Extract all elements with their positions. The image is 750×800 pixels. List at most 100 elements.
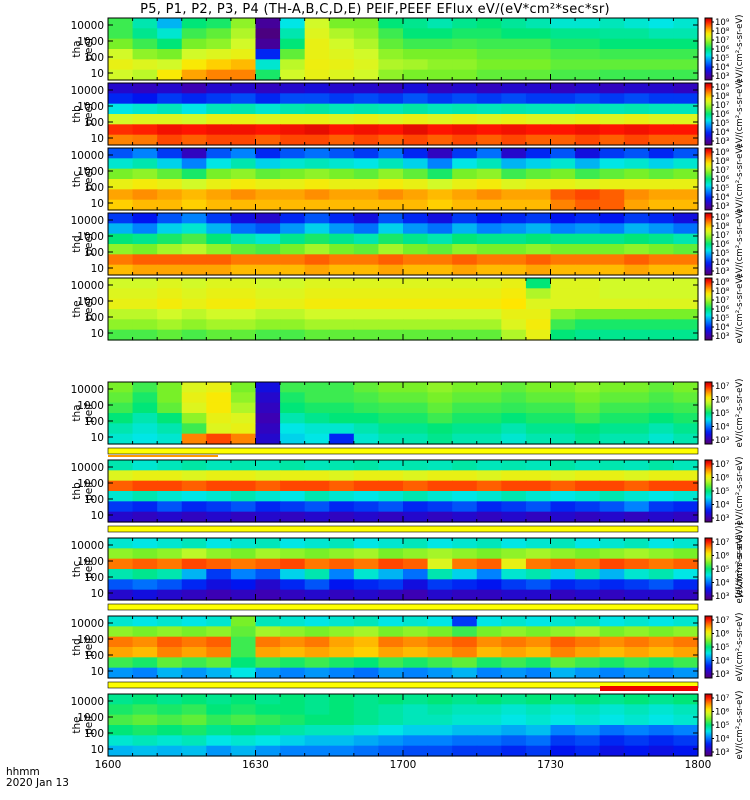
heatmap-cell bbox=[501, 134, 527, 146]
heatmap-cell bbox=[353, 491, 380, 502]
heatmap-cell bbox=[501, 511, 527, 523]
colorbar-tick-label: 10⁵ bbox=[715, 643, 729, 653]
heatmap-cell bbox=[403, 413, 429, 424]
heatmap-cell bbox=[304, 423, 330, 435]
heatmap-cell bbox=[599, 694, 625, 705]
heatmap-cell bbox=[230, 288, 257, 300]
heatmap-cell bbox=[304, 433, 330, 445]
heatmap-cell bbox=[378, 569, 404, 580]
heatmap-cell bbox=[280, 657, 306, 669]
heatmap-cell bbox=[575, 460, 601, 471]
heatmap-cell bbox=[304, 124, 330, 136]
heatmap-cell bbox=[108, 548, 134, 560]
heatmap-cell bbox=[575, 511, 601, 523]
colorbar-tick-label: 10⁵ bbox=[715, 314, 729, 324]
heatmap-cell bbox=[280, 114, 306, 125]
y-tick-label: 10000 bbox=[71, 384, 104, 396]
heatmap-cell bbox=[329, 694, 355, 705]
heatmap-cell bbox=[181, 470, 207, 482]
colorbar-tick-label: 10³ bbox=[715, 436, 729, 446]
heatmap-cell bbox=[525, 538, 552, 549]
heatmap-cell bbox=[501, 460, 527, 471]
heatmap-cell bbox=[476, 28, 502, 40]
heatmap-cell bbox=[353, 569, 380, 580]
heatmap-cell bbox=[427, 538, 453, 549]
heatmap-cell bbox=[230, 264, 257, 276]
heatmap-cell bbox=[329, 491, 355, 502]
heatmap-cell bbox=[525, 589, 552, 601]
heatmap-cell bbox=[353, 223, 380, 235]
heatmap-cell bbox=[157, 704, 183, 716]
heatmap-cell bbox=[304, 179, 330, 190]
heatmap-cell bbox=[157, 548, 183, 560]
heatmap-cell bbox=[648, 714, 675, 726]
heatmap-cell bbox=[427, 616, 453, 627]
heatmap-cell bbox=[476, 491, 502, 502]
heatmap-cell bbox=[132, 158, 158, 170]
heatmap-cell bbox=[304, 704, 330, 716]
heatmap-cell bbox=[353, 548, 380, 560]
heatmap-cell bbox=[673, 538, 699, 549]
heatmap-cell bbox=[624, 735, 650, 747]
heatmap-cell bbox=[181, 59, 207, 71]
heatmap-cell bbox=[329, 548, 355, 560]
y-tick-label: 10 bbox=[91, 198, 104, 210]
heatmap-cell bbox=[280, 745, 306, 757]
colorbar-tick-label: 10⁴ bbox=[715, 735, 730, 745]
heatmap-cell bbox=[280, 694, 306, 705]
heatmap-cell bbox=[525, 213, 552, 224]
heatmap-cell bbox=[353, 433, 380, 445]
heatmap-cell bbox=[501, 725, 527, 736]
heatmap-cell bbox=[673, 158, 699, 170]
heatmap-cell bbox=[403, 199, 429, 211]
heatmap-cell bbox=[181, 329, 207, 341]
heatmap-cell bbox=[304, 413, 330, 424]
heatmap-cell bbox=[403, 402, 429, 414]
heatmap-cell bbox=[255, 49, 281, 60]
colorbar-tick-label: 10⁸ bbox=[715, 287, 730, 297]
heatmap-cell bbox=[206, 189, 232, 201]
heatmap-cell bbox=[624, 626, 650, 638]
heatmap-cell bbox=[476, 501, 502, 513]
heatmap-cell bbox=[230, 589, 257, 601]
heatmap-cell bbox=[452, 538, 478, 549]
heatmap-cell bbox=[132, 278, 158, 289]
heatmap-cell bbox=[206, 264, 232, 276]
heatmap-cell bbox=[206, 254, 232, 266]
heatmap-cell bbox=[673, 189, 699, 201]
heatmap-cell bbox=[230, 278, 257, 289]
heatmap-cell bbox=[255, 657, 281, 669]
heatmap-cell bbox=[378, 38, 404, 50]
heatmap-cell bbox=[525, 28, 552, 40]
heatmap-cell bbox=[427, 329, 453, 341]
heatmap-cell bbox=[230, 558, 257, 570]
heatmap-cell bbox=[575, 179, 601, 190]
heatmap-cell bbox=[550, 309, 576, 320]
heatmap-cell bbox=[427, 83, 453, 94]
heatmap-cell bbox=[181, 704, 207, 716]
heatmap-cell bbox=[624, 392, 650, 404]
heatmap-cell bbox=[181, 657, 207, 669]
heatmap-cell bbox=[157, 103, 183, 115]
x-tick-label: 1700 bbox=[390, 759, 417, 771]
heatmap-cell bbox=[501, 319, 527, 331]
colorbar-tick-label: 10³ bbox=[715, 514, 729, 524]
heatmap-cell bbox=[550, 59, 576, 71]
heatmap-cell bbox=[501, 298, 527, 310]
heatmap-cell bbox=[452, 114, 478, 125]
heatmap-cell bbox=[353, 69, 380, 81]
heatmap-cell bbox=[181, 28, 207, 40]
heatmap-cell bbox=[575, 288, 601, 300]
heatmap-cell bbox=[427, 511, 453, 523]
y-tick-label: 100 bbox=[84, 650, 104, 662]
heatmap-cell bbox=[255, 278, 281, 289]
heatmap-cell bbox=[427, 233, 453, 245]
heatmap-cell bbox=[403, 501, 429, 513]
heatmap-cell bbox=[378, 134, 404, 146]
heatmap-cell bbox=[648, 103, 675, 115]
y-tick-label: 10000 bbox=[71, 618, 104, 630]
heatmap-cell bbox=[452, 158, 478, 170]
heatmap-cell bbox=[624, 470, 650, 482]
heatmap-cell bbox=[378, 158, 404, 170]
